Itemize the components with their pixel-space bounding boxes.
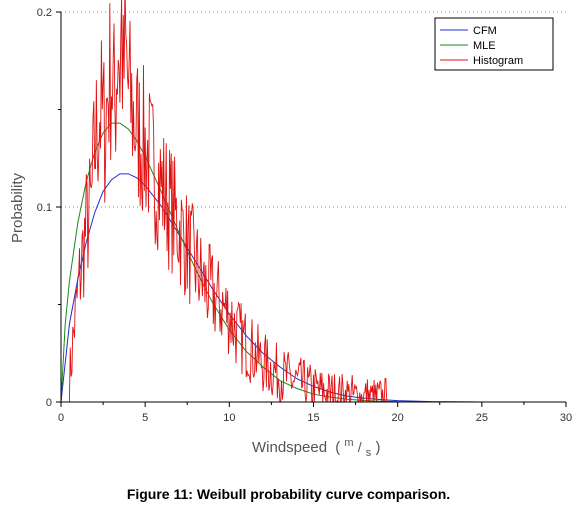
x-axis-label-text: Windspeed (252, 439, 327, 456)
x-tick-label-2: 10 (223, 412, 235, 424)
figure-caption: Figure 11: Weibull probability curve com… (126, 486, 451, 502)
series-line-histogram (68, 0, 389, 404)
x-tick-label-4: 20 (392, 412, 404, 424)
y-tick-label-1: 0.1 (37, 202, 52, 214)
x-axis-unit-denominator: s (366, 447, 372, 459)
tick-labels: 0 5 10 15 20 25 30 0 0.1 0.2 (37, 7, 572, 424)
y-tick-label-0: 0 (46, 397, 52, 409)
y-tick-label-2: 0.2 (37, 7, 52, 19)
svg-text:Windspeed ( m: Windspeed ( m / s ) (252, 433, 380, 460)
x-tick-label-6: 30 (560, 412, 572, 424)
legend-label-mle: MLE (473, 40, 496, 52)
legend: CFM MLE Histogram (434, 17, 554, 71)
chart-svg: 0 5 10 15 20 25 30 0 0.1 0.2 Probability Windspee… (9, 0, 572, 460)
legend-label-cfm: CFM (473, 25, 497, 37)
series-line-cfm (60, 173, 567, 403)
legend-box (434, 17, 554, 71)
grid-lines (61, 11, 566, 208)
series-line-mle (60, 122, 567, 403)
x-axis-label: Windspeed ( m / s ) (252, 433, 380, 460)
x-axis-unit-paren-close: ) (375, 439, 380, 456)
legend-label-histogram: Histogram (473, 55, 523, 67)
x-tick-label-1: 5 (142, 412, 148, 424)
x-axis-unit-numerator: m (344, 437, 353, 449)
x-axis-unit-slash: / (358, 439, 362, 455)
y-axis-label: Probability (9, 172, 26, 243)
x-axis-unit-paren-open: ( (335, 439, 340, 456)
series-group (60, 0, 567, 404)
x-tick-label-5: 25 (476, 412, 488, 424)
axes (56, 11, 567, 407)
x-tick-label-3: 15 (307, 412, 319, 424)
x-tick-label-0: 0 (58, 412, 64, 424)
